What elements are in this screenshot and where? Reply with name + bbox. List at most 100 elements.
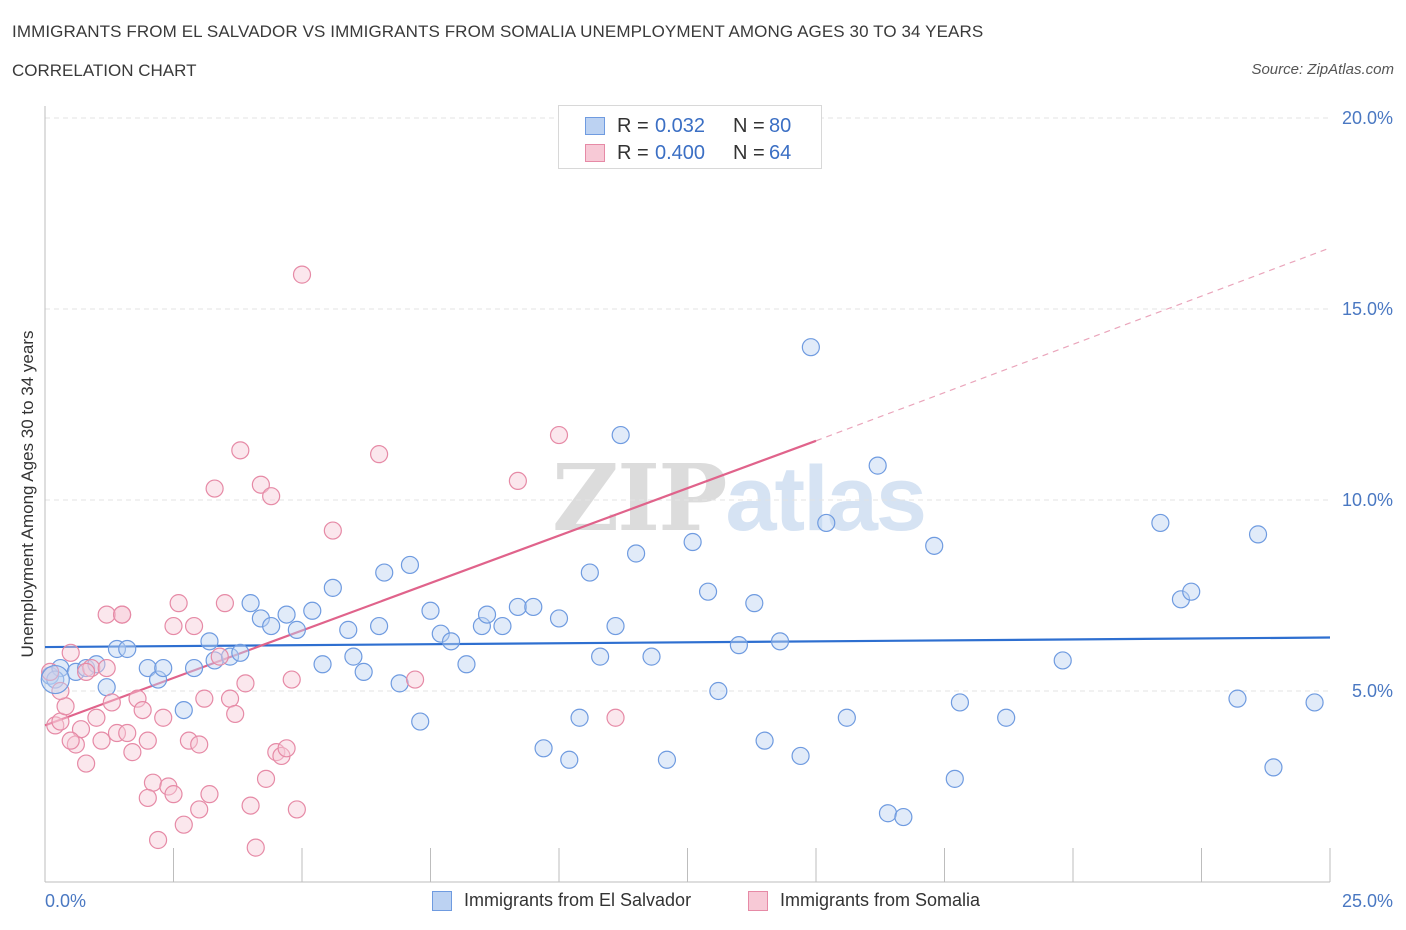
point-somalia [184, 616, 204, 636]
point-somalia [508, 471, 527, 490]
point-el-salvador [231, 643, 250, 662]
point-somalia [138, 731, 157, 750]
point-el-salvador [606, 616, 625, 636]
point-el-salvador [945, 769, 964, 788]
point-el-salvador [770, 632, 790, 651]
point-el-salvador [174, 700, 193, 720]
point-el-salvador [534, 739, 553, 758]
point-el-salvador [657, 750, 677, 769]
point-el-salvador [1248, 525, 1268, 544]
trend-line-somalia-extrapolated [815, 247, 1331, 442]
point-el-salvador [1171, 590, 1191, 609]
point-el-salvador [313, 655, 332, 674]
point-somalia [210, 647, 229, 666]
y-axis-title: Unemployment Among Ages 30 to 34 years [18, 331, 37, 658]
y-tick-label: 15.0% [1342, 299, 1393, 319]
y-tick-label: 5.0% [1352, 681, 1393, 701]
point-somalia [179, 731, 199, 750]
point-el-salvador [400, 555, 420, 575]
point-el-salvador [370, 616, 389, 636]
point-el-salvador [477, 605, 497, 624]
point-el-salvador [642, 647, 661, 666]
point-somalia [77, 662, 96, 682]
point-el-salvador [508, 597, 527, 617]
legend-swatch-somalia [585, 144, 605, 162]
point-somalia [370, 445, 389, 464]
point-somalia [549, 425, 569, 445]
point-el-salvador [1151, 513, 1170, 533]
bottom-legend-swatch-somalia [748, 890, 768, 911]
point-el-salvador [837, 708, 856, 727]
point-el-salvador [251, 609, 270, 628]
point-somalia [262, 487, 281, 506]
point-el-salvador [277, 605, 296, 624]
point-somalia [220, 689, 240, 708]
point-somalia [97, 605, 116, 624]
point-el-salvador [472, 616, 491, 636]
source-credit: Source: ZipAtlas.com [1251, 61, 1394, 78]
point-el-salvador [220, 647, 240, 666]
point-somalia [241, 796, 260, 815]
point-el-salvador [524, 597, 543, 617]
point-el-salvador [729, 636, 749, 655]
bottom-legend-label-somalia: Immigrants from Somalia [780, 890, 981, 910]
point-el-salvador [611, 425, 630, 445]
point-el-salvador [997, 708, 1016, 727]
x-tick-label: 25.0% [1342, 891, 1393, 911]
watermark-atlas: atlas [725, 448, 927, 550]
point-el-salvador [303, 601, 322, 620]
legend-r-value: 0.032 [655, 114, 706, 137]
point-somalia [215, 594, 234, 613]
point-somalia [71, 720, 91, 739]
point-el-salvador [431, 624, 450, 643]
legend-n-value: 80 [769, 114, 792, 137]
x-tick-label: 0.0% [45, 891, 86, 911]
point-el-salvador [580, 563, 599, 582]
point-somalia [200, 785, 219, 804]
point-el-salvador [411, 712, 430, 731]
point-somalia [77, 754, 96, 773]
point-somalia [251, 475, 270, 494]
point-somalia [292, 265, 312, 284]
point-el-salvador [97, 678, 116, 697]
point-somalia [56, 697, 75, 716]
point-el-salvador [549, 609, 569, 628]
point-somalia [236, 674, 255, 693]
point-el-salvador [1053, 651, 1072, 670]
axes [44, 106, 1331, 883]
point-el-salvador [626, 544, 646, 563]
point-el-salvador [184, 658, 204, 678]
point-el-salvador [241, 594, 260, 613]
point-el-salvador [1228, 689, 1247, 708]
point-el-salvador [709, 681, 728, 701]
point-el-salvador [683, 532, 702, 552]
point-el-salvador [118, 639, 137, 659]
point-somalia [287, 800, 306, 819]
legend-row-somalia: R = 0.400 N = 64 [585, 141, 791, 165]
point-el-salvador [698, 582, 718, 601]
point-somalia [92, 731, 111, 750]
axis-labels: 5.0% 10.0% 15.0% 20.0% 0.0% 25.0% Unemployment… [18, 108, 1393, 911]
point-somalia [282, 670, 301, 689]
point-somalia [87, 708, 106, 727]
point-somalia [256, 769, 276, 788]
point-el-salvador [925, 536, 944, 555]
point-el-salvador [591, 647, 610, 666]
point-somalia [323, 521, 342, 540]
point-el-salvador [200, 632, 219, 651]
point-el-salvador [791, 746, 810, 766]
point-el-salvador [138, 658, 157, 678]
point-el-salvador [868, 456, 887, 475]
point-el-salvador [1264, 758, 1283, 777]
point-el-salvador [154, 658, 173, 678]
point-somalia [118, 723, 137, 743]
y-tick-label: 20.0% [1342, 108, 1393, 128]
point-somalia [148, 830, 168, 850]
point-el-salvador [107, 639, 127, 659]
point-somalia [61, 643, 80, 662]
point-somalia [51, 712, 70, 731]
point-somalia [154, 708, 173, 727]
point-el-salvador [894, 807, 913, 827]
point-el-salvador [950, 693, 970, 712]
legend-r-label: R = [617, 114, 649, 137]
